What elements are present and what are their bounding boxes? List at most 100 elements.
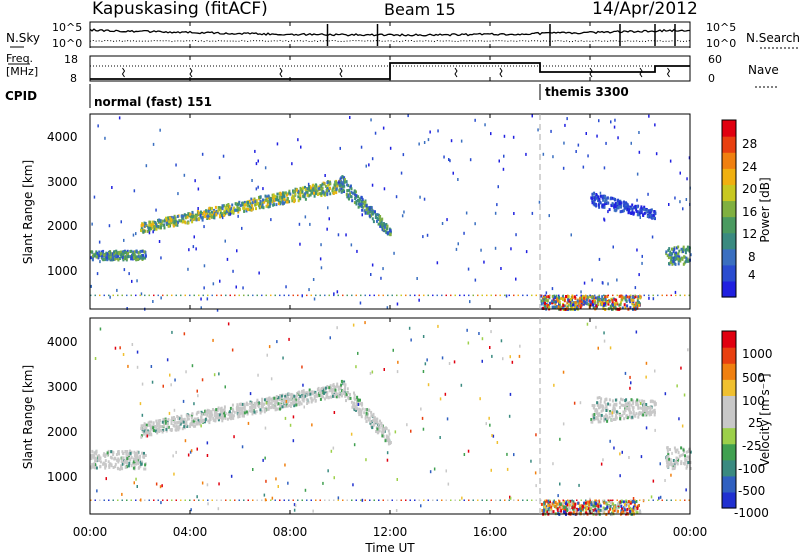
- scatter-cell: [255, 410, 258, 414]
- scatter-cell: [602, 458, 604, 462]
- scatter-cell: [140, 462, 143, 466]
- scatter-cell: [302, 394, 305, 398]
- scatter-cell: [141, 222, 144, 226]
- scatter-cell: [239, 406, 242, 410]
- scatter-cell: [608, 208, 611, 212]
- scatter-cell: [120, 250, 123, 254]
- scatter-cell: [613, 508, 616, 512]
- scatter-cell: [264, 166, 267, 170]
- scatter-cell: [132, 256, 135, 260]
- scatter-cell: [114, 254, 117, 258]
- scatter-cell: [313, 191, 315, 195]
- scatter-cell: [127, 452, 130, 456]
- scatter-cell: [215, 412, 218, 416]
- scatter-cell: [490, 468, 492, 472]
- scatter-cell: [193, 424, 195, 428]
- scatter-cell: [655, 152, 658, 156]
- scatter-cell: [215, 408, 218, 412]
- scatter-cell: [617, 502, 619, 506]
- scatter-cell: [241, 201, 244, 205]
- scatter-cell: [122, 353, 125, 356]
- scatter-cell: [135, 460, 138, 464]
- scatter-cell: [611, 202, 614, 206]
- scatter-cell: [196, 411, 199, 414]
- scatter-cell: [141, 382, 144, 386]
- scatter-cell: [385, 434, 388, 438]
- scatter-cell: [353, 201, 356, 205]
- scatter-cell: [230, 417, 232, 421]
- scatter-cell: [659, 495, 662, 499]
- scatter-cell: [664, 392, 667, 396]
- scatter-cell: [668, 203, 670, 206]
- scatter-cell: [207, 502, 209, 506]
- scatter-cell: [146, 431, 149, 435]
- scatter-cell: [235, 208, 238, 212]
- scatter-cell: [616, 506, 619, 510]
- scatter-cell: [276, 192, 279, 196]
- scatter-cell: [561, 295, 564, 299]
- scatter-cell: [143, 429, 146, 433]
- scatter-cell: [684, 251, 687, 255]
- scatter-cell: [344, 388, 346, 392]
- scatter-cell: [490, 330, 492, 334]
- scatter-cell: [353, 393, 356, 397]
- scatter-cell: [308, 388, 311, 392]
- scatter-cell: [550, 129, 552, 133]
- scatter-cell: [517, 499, 519, 501]
- scatter-cell: [237, 210, 240, 214]
- scatter-cell: [198, 421, 200, 425]
- scatter-cell: [669, 261, 672, 264]
- scatter-cell: [626, 403, 629, 407]
- scatter-cell: [277, 407, 280, 411]
- scatter-cell: [534, 471, 537, 475]
- scatter-cell: [423, 499, 425, 501]
- scatter-cell: [370, 273, 372, 276]
- scatter-cell: [379, 419, 381, 423]
- scatter-cell: [563, 297, 566, 301]
- scatter-cell: [424, 362, 427, 366]
- scatter-cell: [441, 222, 444, 225]
- scatter-cell: [139, 464, 142, 468]
- scatter-cell: [221, 216, 224, 220]
- scatter-cell: [570, 233, 572, 237]
- scatter-cell: [223, 405, 226, 409]
- scatter-cell: [614, 205, 617, 209]
- scatter-cell: [211, 499, 213, 501]
- scatter-cell: [347, 396, 350, 400]
- scatter-cell: [336, 382, 339, 386]
- scatter-cell: [315, 185, 318, 189]
- scatter-cell: [513, 453, 515, 457]
- scatter-cell: [223, 407, 226, 411]
- scatter-cell: [103, 452, 106, 456]
- scatter-cell: [649, 409, 652, 413]
- scatter-cell: [126, 499, 128, 501]
- scatter-cell: [255, 187, 258, 191]
- scatter-cell: [445, 469, 447, 473]
- scatter-cell: [361, 407, 364, 411]
- scatter-cell: [565, 502, 567, 506]
- scatter-cell: [360, 411, 363, 415]
- scatter-cell: [679, 294, 681, 297]
- scatter-cell: [272, 203, 275, 207]
- scatter-cell: [604, 298, 607, 302]
- scatter-cell: [644, 413, 647, 417]
- scatter-cell: [114, 465, 117, 469]
- scatter-cell: [133, 481, 135, 485]
- scatter-cell: [200, 211, 203, 215]
- scatter-cell: [686, 257, 689, 261]
- scatter-cell: [645, 406, 648, 409]
- scatter-cell: [150, 222, 153, 226]
- scatter-cell: [286, 200, 289, 204]
- scatter-cell: [145, 164, 148, 168]
- scatter-cell: [614, 306, 617, 310]
- scatter-cell: [686, 462, 689, 466]
- scatter-cell: [131, 257, 134, 261]
- scatter-cell: [165, 223, 168, 226]
- scatter-cell: [335, 187, 338, 191]
- scatter-cell: [190, 414, 193, 418]
- scatter-cell: [256, 398, 259, 402]
- scatter-cell: [684, 294, 686, 297]
- power-ylabel: Slant Range [km]: [21, 160, 35, 264]
- scatter-cell: [312, 509, 314, 513]
- scatter-cell: [93, 451, 96, 455]
